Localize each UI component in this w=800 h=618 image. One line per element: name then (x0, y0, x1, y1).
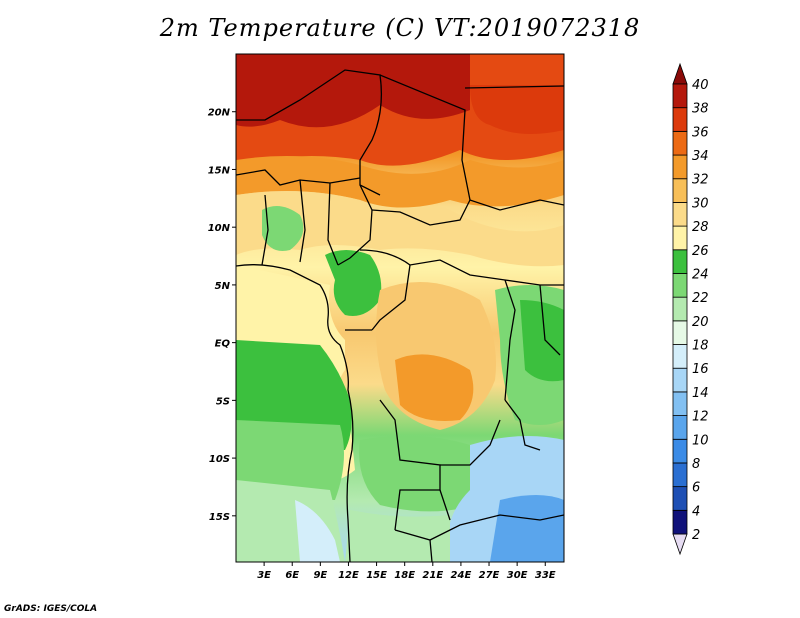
lon-tick-label: 3E (257, 570, 271, 581)
latitude-ticks: 20N 15N 10N 5N EQ 5S 10S 15S (208, 108, 236, 523)
lat-tick-label: EQ (215, 339, 231, 350)
lon-tick-label: 9E (313, 570, 327, 581)
colorbar-label: 26 (692, 244, 709, 259)
colorbar-swatch (672, 202, 688, 227)
lat-tick-label: 20N (208, 108, 231, 119)
colorbar-swatch (672, 273, 688, 298)
colorbar-label: 10 (692, 433, 709, 448)
colorbar-swatch (672, 415, 688, 440)
colorbar-swatch (672, 344, 688, 369)
colorbar-swatch (672, 130, 688, 156)
lat-tick-label: 15N (208, 165, 231, 176)
colorbar-swatch (672, 154, 688, 180)
colorbar-swatch (672, 438, 688, 464)
colorbar-label: 38 (692, 102, 709, 117)
colorbar-label: 34 (692, 149, 709, 164)
temperature-map (236, 54, 564, 562)
colorbar-swatch (672, 391, 688, 416)
lat-tick-label: 5N (215, 281, 231, 292)
colorbar-swatch (672, 107, 688, 132)
colorbar-swatch (672, 509, 688, 535)
colorbar-label: 4 (692, 504, 700, 519)
colorbar-label: 12 (692, 410, 709, 425)
colorbar-label: 6 (692, 481, 700, 496)
colorbar-label: 24 (692, 267, 709, 282)
colorbar-label: 20 (692, 315, 709, 330)
lon-tick-label: 15E (366, 570, 387, 581)
colorbar-label: 22 (692, 291, 709, 306)
map-frame (235, 53, 565, 563)
lon-tick-label: 18E (394, 570, 415, 581)
lat-tick-label: 10S (209, 454, 230, 465)
colorbar-swatch (672, 249, 688, 274)
colorbar-label: 32 (692, 173, 709, 188)
lon-tick-label: 24E (451, 570, 472, 581)
colorbar-label: 36 (692, 125, 709, 140)
colorbar-label: 16 (692, 362, 709, 377)
lat-tick-label: 10N (208, 223, 231, 234)
colorbar-swatch (672, 178, 688, 203)
lon-tick-label: 12E (338, 570, 359, 581)
lon-tick-label: 33E (535, 570, 556, 581)
colorbar-label: 40 (692, 78, 709, 93)
colorbar-swatch (672, 83, 688, 109)
colorbar-swatch (672, 486, 688, 511)
lon-tick-label: 6E (285, 570, 299, 581)
lon-tick-label: 30E (507, 570, 528, 581)
colorbar-label: 18 (692, 339, 709, 354)
colorbar-label: 14 (692, 386, 709, 401)
lon-tick-label: 21E (422, 570, 443, 581)
colorbar-swatch (672, 462, 688, 488)
colorbar-swatch (672, 367, 688, 393)
colorbar-label: 2 (692, 528, 700, 543)
colorbar-swatch (672, 320, 688, 345)
grads-credit: GrADS: IGES/COLA (4, 604, 98, 614)
chart-title: 2m Temperature (C) VT:2019072318 (159, 14, 641, 42)
colorbar-label: 30 (692, 196, 709, 211)
lat-tick-label: 5S (216, 396, 230, 407)
lat-tick-label: 15S (209, 512, 230, 523)
colorbar-min-arrow (672, 533, 688, 556)
colorbar-swatch (672, 296, 688, 322)
colorbar-max-arrow (672, 62, 688, 85)
colorbar-swatch (672, 225, 688, 251)
colorbar-label: 28 (692, 220, 709, 235)
colorbar-label: 8 (692, 457, 700, 472)
longitude-ticks: 3E 6E 9E 12E 15E 18E 21E 24E 27E 30E 33E (257, 562, 556, 581)
lon-tick-label: 27E (479, 570, 500, 581)
country-borders (236, 69, 564, 562)
